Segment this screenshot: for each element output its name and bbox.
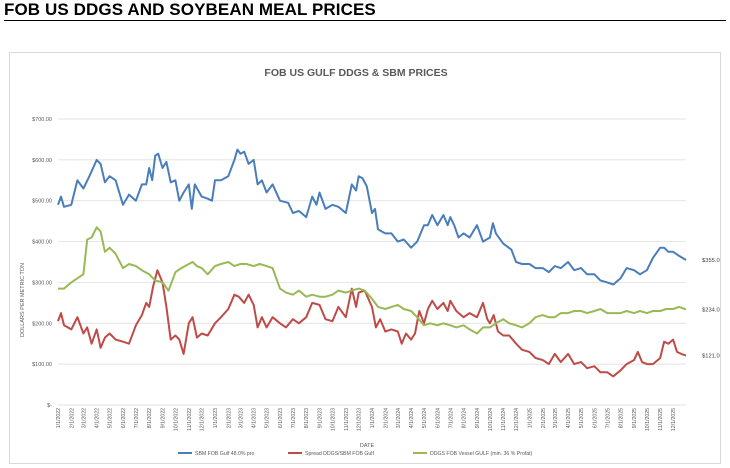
x-tick-label: 10/1/2025 bbox=[645, 408, 651, 431]
x-tick-label: 2/1/2023 bbox=[226, 408, 232, 428]
x-tick-label: 8/1/2024 bbox=[462, 408, 468, 428]
y-axis-title: DOLLARS PER METRIC TON bbox=[20, 263, 26, 337]
x-tick-label: 6/1/2023 bbox=[278, 408, 284, 428]
x-tick-label: 9/1/2022 bbox=[161, 408, 167, 428]
legend: SBM FOB Gulf 48.0% pro Spread DDGS/SBM FO… bbox=[178, 451, 533, 457]
x-tick-label: 11/1/2024 bbox=[501, 408, 507, 431]
end-label-1: $121.00 bbox=[702, 354, 720, 360]
chart-title: FOB US GULF DDGS & SBM PRICES bbox=[264, 67, 447, 79]
x-tick-label: 4/1/2022 bbox=[95, 408, 101, 428]
y-tick-label: $200.00 bbox=[32, 321, 52, 327]
x-tick-label: 9/1/2025 bbox=[632, 408, 638, 428]
price-chart: FOB US GULF DDGS & SBM PRICES $-$100.00$… bbox=[20, 67, 723, 457]
x-tick-label: 5/1/2024 bbox=[422, 408, 428, 428]
x-tick-label: 3/1/2022 bbox=[81, 408, 87, 428]
x-tick-label: 11/1/2023 bbox=[344, 408, 350, 431]
x-tick-label: 4/1/2025 bbox=[566, 408, 572, 428]
chart-frame: FOB US GULF DDGS & SBM PRICES $- $100.00 $… bbox=[9, 52, 723, 464]
end-label-0: $355.00 bbox=[702, 258, 720, 264]
y-tick-label: $500.00 bbox=[32, 199, 52, 205]
legend-label-2: DDGS FOB Vessel GULF (min. 36 % Profat) bbox=[430, 451, 533, 457]
x-tick-label: 5/1/2025 bbox=[579, 408, 585, 428]
y-tick-label: $300.00 bbox=[32, 280, 52, 286]
x-tick-label: 4/1/2024 bbox=[409, 408, 415, 428]
x-tick-label: 2/1/2024 bbox=[383, 408, 389, 428]
series-line-2 bbox=[58, 226, 687, 335]
x-tick-label: 9/1/2023 bbox=[318, 408, 324, 428]
y-tick-label: $400.00 bbox=[32, 240, 52, 246]
series-line-1 bbox=[57, 269, 687, 378]
x-tick-label: 3/1/2023 bbox=[238, 408, 244, 428]
legend-label-0: SBM FOB Gulf 48.0% pro bbox=[195, 451, 255, 457]
x-tick-label: 8/1/2023 bbox=[304, 408, 310, 428]
x-tick-label: 2/1/2025 bbox=[541, 408, 547, 428]
y-tick-label: $600.00 bbox=[32, 158, 52, 164]
x-tick-label: 2/1/2022 bbox=[69, 408, 75, 428]
x-tick-label: 6/1/2022 bbox=[121, 408, 127, 428]
y-axis-ticks: $- $100.00 $200.00 $300.00 $400.00 $500.00 $60… bbox=[32, 117, 52, 409]
x-tick-label: 8/1/2025 bbox=[619, 408, 625, 428]
x-tick-label: 12/1/2023 bbox=[357, 408, 363, 431]
x-tick-label: 9/1/2024 bbox=[475, 408, 481, 428]
x-tick-label: 12/1/2024 bbox=[514, 408, 520, 431]
x-tick-label: 11/1/2025 bbox=[658, 408, 664, 431]
x-tick-label: 7/1/2022 bbox=[134, 408, 140, 428]
legend-label-1: Spread DDGS/SBM FOB Gulf bbox=[305, 451, 374, 457]
x-tick-label: 1/1/2025 bbox=[527, 408, 533, 428]
x-tick-label: 1/1/2022 bbox=[56, 408, 62, 428]
y-tick-label: $- bbox=[47, 403, 52, 409]
x-tick-label: 8/1/2022 bbox=[147, 408, 153, 428]
grid-lines bbox=[58, 118, 686, 406]
x-tick-label: 7/1/2023 bbox=[291, 408, 297, 428]
x-tick-label: 1/1/2024 bbox=[370, 408, 376, 428]
x-tick-label: 3/1/2025 bbox=[553, 408, 559, 428]
page-heading: FOB US DDGS AND SOYBEAN MEAL PRICES bbox=[4, 0, 376, 19]
heading-divider bbox=[4, 20, 726, 21]
x-tick-label: 10/1/2023 bbox=[330, 408, 336, 431]
x-tick-label: 6/1/2024 bbox=[435, 408, 441, 428]
x-tick-label: 10/1/2024 bbox=[488, 408, 494, 431]
x-tick-label: 7/1/2025 bbox=[605, 408, 611, 428]
x-tick-label: 1/1/2023 bbox=[213, 408, 219, 428]
y-tick-label: $100.00 bbox=[32, 362, 52, 368]
x-tick-label: 12/1/2025 bbox=[671, 408, 677, 431]
x-tick-label: 5/1/2022 bbox=[108, 408, 114, 428]
x-tick-label: 10/1/2022 bbox=[173, 408, 179, 431]
series-lines bbox=[57, 148, 687, 378]
x-axis-title: DATE bbox=[360, 443, 375, 449]
x-tick-label: 4/1/2023 bbox=[252, 408, 258, 428]
end-labels: $355.00 $121.00 $234.00 bbox=[702, 258, 723, 360]
x-tick-label: 5/1/2023 bbox=[265, 408, 271, 428]
x-tick-label: 3/1/2024 bbox=[396, 408, 402, 428]
x-tick-label: 12/1/2022 bbox=[200, 408, 206, 431]
x-tick-label: 11/1/2022 bbox=[187, 408, 193, 431]
x-tick-label: 6/1/2025 bbox=[592, 408, 598, 428]
end-label-2: $234.00 bbox=[702, 307, 720, 313]
x-tick-label: 7/1/2024 bbox=[448, 408, 454, 428]
x-axis-ticks: 1/1/2022 2/1/2022 3/1/2022 4/1/2022 5/1/2022… bbox=[56, 408, 677, 431]
series-line-0 bbox=[57, 148, 687, 286]
y-tick-label: $700.00 bbox=[32, 117, 52, 123]
